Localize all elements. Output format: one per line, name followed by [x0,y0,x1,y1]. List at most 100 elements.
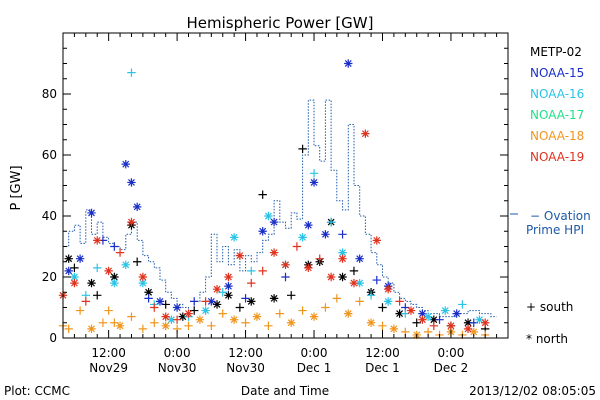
symbol-legend-north: * north [526,332,568,346]
north-point [75,254,85,263]
south-point [378,321,387,330]
south-point [355,297,364,306]
north-point [281,260,290,269]
south-point [315,254,324,263]
south-point [144,294,153,303]
north-point [355,278,364,288]
south-point [190,297,199,306]
x-axis-label: Date and Time [241,384,329,398]
y-tick-label: 60 [42,148,57,162]
north-point [469,327,478,337]
north-point [258,227,267,236]
south-point [326,217,336,227]
north-point [269,217,279,227]
y-tick-label: 0 [49,331,57,345]
north-point [423,312,433,321]
x-tick-label-time: 0:00 [437,346,464,360]
legend-item-noaa-17: NOAA-17 [530,108,584,122]
south-point [309,169,319,178]
north-point [269,248,279,257]
legend-item-noaa-18: NOAA-18 [530,129,584,143]
south-point [435,315,444,324]
north-point [338,272,347,282]
south-point [207,321,216,330]
north-point [172,303,182,312]
north-point [355,254,364,263]
north-point [115,321,125,330]
north-point [224,272,233,282]
plot-credit: Plot: CCMC [4,384,70,398]
north-point [366,318,376,327]
south-point [247,278,256,288]
south-point [372,275,381,285]
legend-item-metp-02: METP-02 [530,45,582,59]
south-point [235,303,245,312]
north-point [87,208,96,218]
north-point [287,318,296,327]
north-point [104,266,113,276]
south-point [378,303,387,312]
south-point [93,263,102,273]
south-point [184,321,193,330]
south-point [395,297,404,306]
symbol-legend-south: + south [526,300,573,314]
north-point [344,309,353,318]
south-point [110,242,119,251]
north-point [212,300,222,309]
south-point [218,309,227,318]
x-tick-label-time: 12:00 [91,346,126,360]
south-point [292,242,302,251]
ovation-label-line1: − Ovation [530,209,591,223]
north-point [155,297,165,306]
north-point [264,211,273,221]
north-point [138,272,148,282]
south-point [93,291,102,300]
plot-marks [58,59,497,340]
north-point [338,248,347,257]
north-point [446,321,456,330]
north-point [304,220,313,230]
north-point [463,324,473,334]
north-point [452,309,461,318]
x-tick-label-date: Dec 2 [434,361,469,375]
x-tick-label-time: 0:00 [164,346,191,360]
south-point [127,68,136,77]
north-point [304,263,313,273]
south-point [132,257,142,266]
north-point [349,278,359,288]
north-point [247,297,256,306]
south-point [172,315,182,324]
north-point [201,306,210,315]
south-point [264,321,273,330]
south-point [298,306,307,315]
x-tick-label-time: 12:00 [365,346,400,360]
north-point [383,297,393,306]
north-point [127,217,136,227]
legend-item-noaa-16: NOAA-16 [530,87,584,101]
south-point [115,248,125,257]
north-point [207,297,216,306]
plot-timestamp: 2013/12/02 08:05:05 [469,384,596,398]
north-point [144,288,153,297]
north-point [395,309,404,318]
north-point [235,251,245,260]
north-point [93,236,102,245]
south-point [338,230,347,239]
south-point [247,266,256,276]
north-point [70,278,79,288]
north-point [64,266,73,276]
south-point [258,266,267,276]
north-point [212,285,222,294]
y-tick-label: 40 [42,209,57,223]
north-point [429,315,439,324]
north-point [326,272,336,282]
south-point [75,306,85,315]
south-point [104,306,113,315]
series-noaa-15 [64,59,478,327]
south-point [349,266,359,276]
ovation-label-line2: Prime HPI [526,223,584,237]
south-point [64,324,73,334]
north-point [121,159,130,169]
north-point [229,233,239,242]
north-point [224,281,233,291]
